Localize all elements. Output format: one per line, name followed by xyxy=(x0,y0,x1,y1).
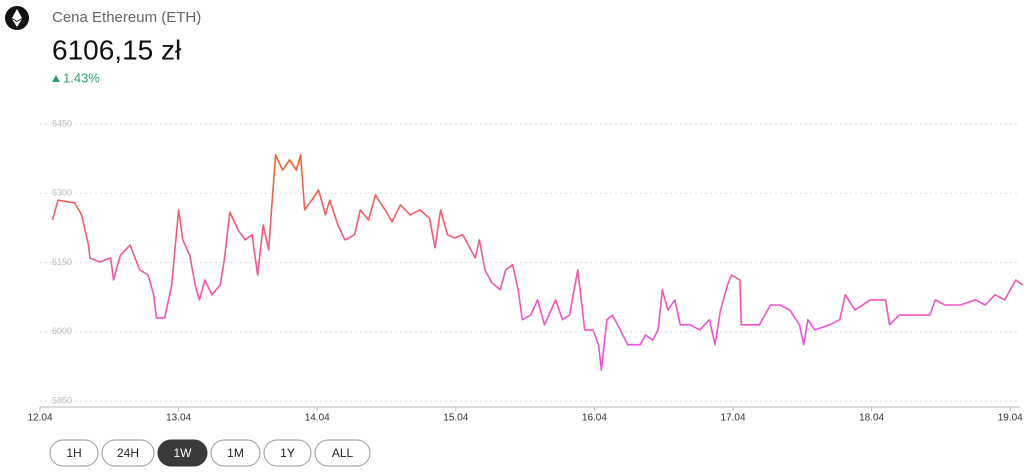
range-button[interactable]: 1H xyxy=(49,439,99,467)
range-button-bg xyxy=(49,439,99,467)
price: 6106,15 zł xyxy=(52,34,182,65)
y-tick-label: 6450 xyxy=(52,118,72,128)
x-tick-label: 18.04 xyxy=(859,413,884,424)
range-button-label: 1Y xyxy=(280,446,295,460)
range-button-label: 1H xyxy=(66,446,81,460)
range-button-label: 1W xyxy=(174,446,193,460)
range-button-bg xyxy=(263,439,312,467)
range-button-label: 24H xyxy=(117,446,139,460)
x-tick-label: 17.04 xyxy=(721,413,746,424)
change: 1.43% xyxy=(63,70,100,85)
x-tick-label: 16.04 xyxy=(582,413,607,424)
x-tick-label: 13.04 xyxy=(166,413,191,424)
y-tick-label: 6300 xyxy=(52,188,72,198)
range-button[interactable]: 24H xyxy=(101,439,155,467)
y-tick-label: 6000 xyxy=(52,326,72,336)
range-button-bg xyxy=(210,439,261,467)
range-button[interactable]: 1Y xyxy=(263,439,312,467)
range-button[interactable]: ALL xyxy=(314,439,371,467)
range-button-label: 1M xyxy=(227,446,244,460)
x-tick-label: 12.04 xyxy=(27,413,52,424)
range-button[interactable]: 1M xyxy=(210,439,261,467)
range-button-bg xyxy=(101,439,155,467)
x-tick-label: 14.04 xyxy=(305,413,330,424)
range-button[interactable]: 1W xyxy=(157,439,208,467)
y-tick-label: 6150 xyxy=(52,257,72,267)
change-arrow xyxy=(52,75,60,82)
chart-title: Cena Ethereum (ETH) xyxy=(52,9,201,26)
eth-icon xyxy=(5,6,29,30)
y-tick-label: 5850 xyxy=(52,395,72,405)
range-button-bg xyxy=(157,439,208,467)
x-tick-label: 15.04 xyxy=(443,413,468,424)
range-button-bg xyxy=(314,439,371,467)
range-button-label: ALL xyxy=(332,446,354,460)
price-line xyxy=(51,154,1024,371)
x-tick-label: 19.04 xyxy=(998,413,1023,424)
